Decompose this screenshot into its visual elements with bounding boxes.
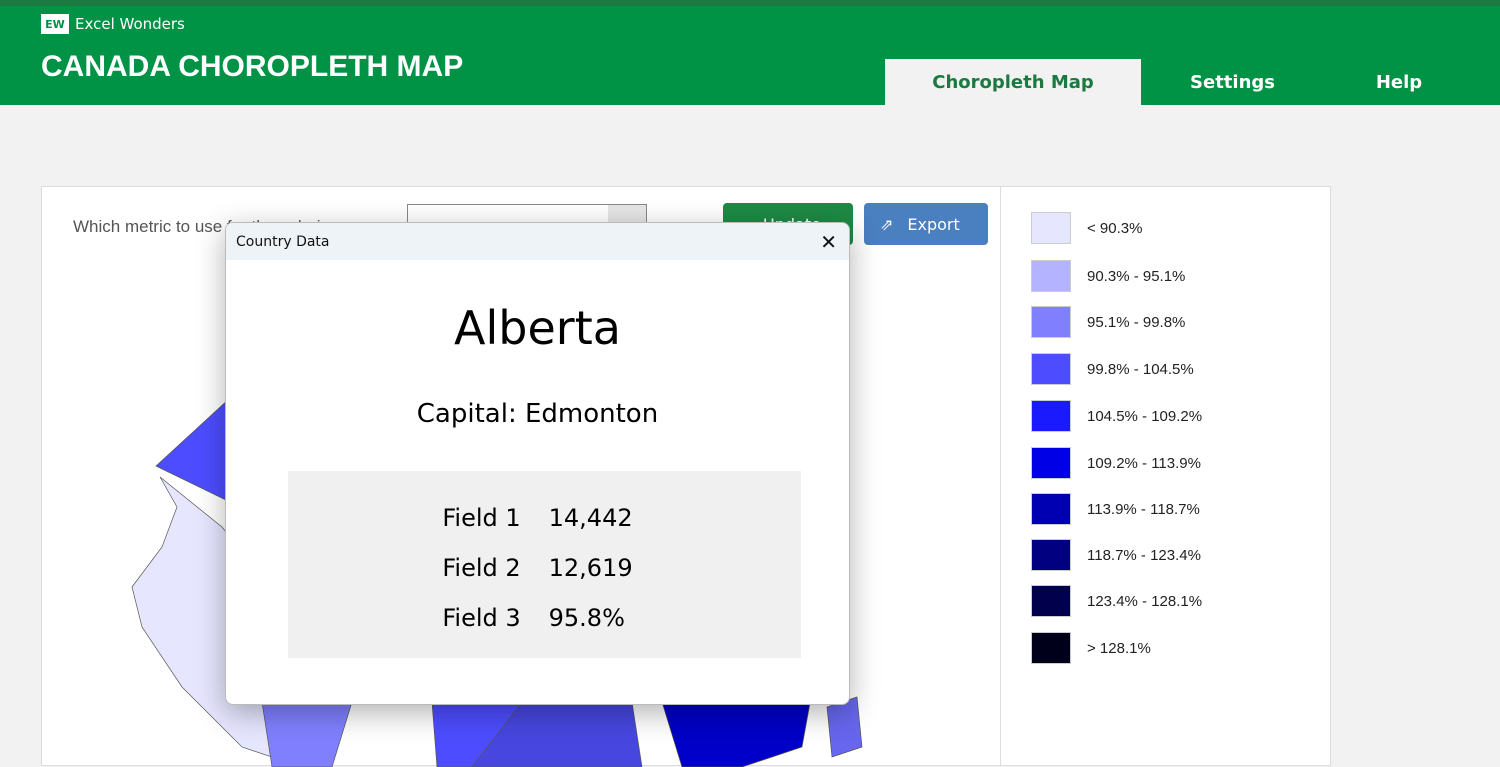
- field-value: 95.8%: [548, 604, 625, 632]
- legend-label: 99.8% - 104.5%: [1087, 360, 1194, 378]
- page-title: CANADA CHOROPLETH MAP: [41, 50, 464, 83]
- region-alberta[interactable]: [261, 701, 353, 767]
- legend-label: 109.2% - 113.9%: [1087, 454, 1201, 472]
- legend-label: 95.1% - 99.8%: [1087, 313, 1186, 331]
- excel-wonders-logo-icon: EW: [41, 14, 69, 34]
- field-value: 14,442: [548, 504, 633, 532]
- fields-box: Field 1 14,442 Field 2 12,619 Field 3 95.8%: [288, 471, 801, 658]
- export-label: Export: [907, 214, 960, 234]
- field-label: Field 1: [442, 504, 521, 532]
- legend-item: 109.2% - 113.9%: [1031, 447, 1201, 479]
- dialog-titlebar: Country Data ✕: [226, 223, 849, 260]
- legend-swatch: [1031, 353, 1071, 385]
- legend-item: > 128.1%: [1031, 632, 1151, 664]
- region-name: Alberta: [454, 301, 621, 355]
- legend-item: 95.1% - 99.8%: [1031, 306, 1185, 338]
- legend-item: 118.7% - 123.4%: [1031, 539, 1201, 571]
- legend-item: 104.5% - 109.2%: [1031, 400, 1202, 432]
- close-icon[interactable]: ✕: [820, 229, 837, 254]
- legend-label: 104.5% - 109.2%: [1087, 407, 1203, 425]
- field-value: 12,619: [548, 554, 633, 582]
- legend-label: 123.4% - 128.1%: [1087, 592, 1203, 610]
- field-row: Field 3 95.8%: [288, 593, 801, 643]
- legend-label: < 90.3%: [1087, 219, 1143, 237]
- legend-item: 123.4% - 128.1%: [1031, 585, 1202, 617]
- tab-help[interactable]: Help: [1375, 71, 1423, 93]
- legend-item: 113.9% - 118.7%: [1031, 493, 1200, 525]
- legend-swatch: [1031, 632, 1071, 664]
- legend-label: 113.9% - 118.7%: [1087, 500, 1200, 518]
- tab-settings[interactable]: Settings: [1190, 71, 1275, 93]
- legend-swatch: [1031, 212, 1071, 244]
- export-button[interactable]: ⇗ Export: [864, 203, 988, 245]
- legend-label: > 128.1%: [1087, 639, 1151, 657]
- brand-name: Excel Wonders: [75, 15, 185, 33]
- legend-swatch: [1031, 260, 1071, 292]
- legend-swatch: [1031, 447, 1071, 479]
- brand: EW Excel Wonders: [41, 14, 185, 34]
- field-label: Field 2: [442, 554, 521, 582]
- field-row: Field 2 12,619: [288, 543, 801, 593]
- legend-label: 118.7% - 123.4%: [1087, 546, 1201, 564]
- field-label: Field 3: [442, 604, 521, 632]
- dialog-title: Country Data: [236, 233, 330, 250]
- export-icon: ⇗: [880, 214, 894, 234]
- legend-item: 90.3% - 95.1%: [1031, 260, 1185, 292]
- legend-swatch: [1031, 585, 1071, 617]
- app-header: EW Excel Wonders CANADA CHOROPLETH MAP: [0, 0, 1500, 105]
- tab-choropleth-map[interactable]: Choropleth Map: [885, 59, 1141, 105]
- legend-item: 99.8% - 104.5%: [1031, 353, 1194, 385]
- legend-item: < 90.3%: [1031, 212, 1142, 244]
- legend-swatch: [1031, 539, 1071, 571]
- region-capital: Capital: Edmonton: [416, 399, 659, 429]
- legend-label: 90.3% - 95.1%: [1087, 267, 1186, 285]
- legend-swatch: [1031, 306, 1071, 338]
- legend-swatch: [1031, 400, 1071, 432]
- field-row: Field 1 14,442: [288, 493, 801, 543]
- region-newfoundland[interactable]: [826, 696, 863, 758]
- country-data-dialog: Country Data ✕ Alberta Capital: Edmonton…: [225, 222, 850, 705]
- legend-swatch: [1031, 493, 1071, 525]
- legend-panel: < 90.3% 90.3% - 95.1% 95.1% - 99.8% 99.8…: [1000, 186, 1331, 766]
